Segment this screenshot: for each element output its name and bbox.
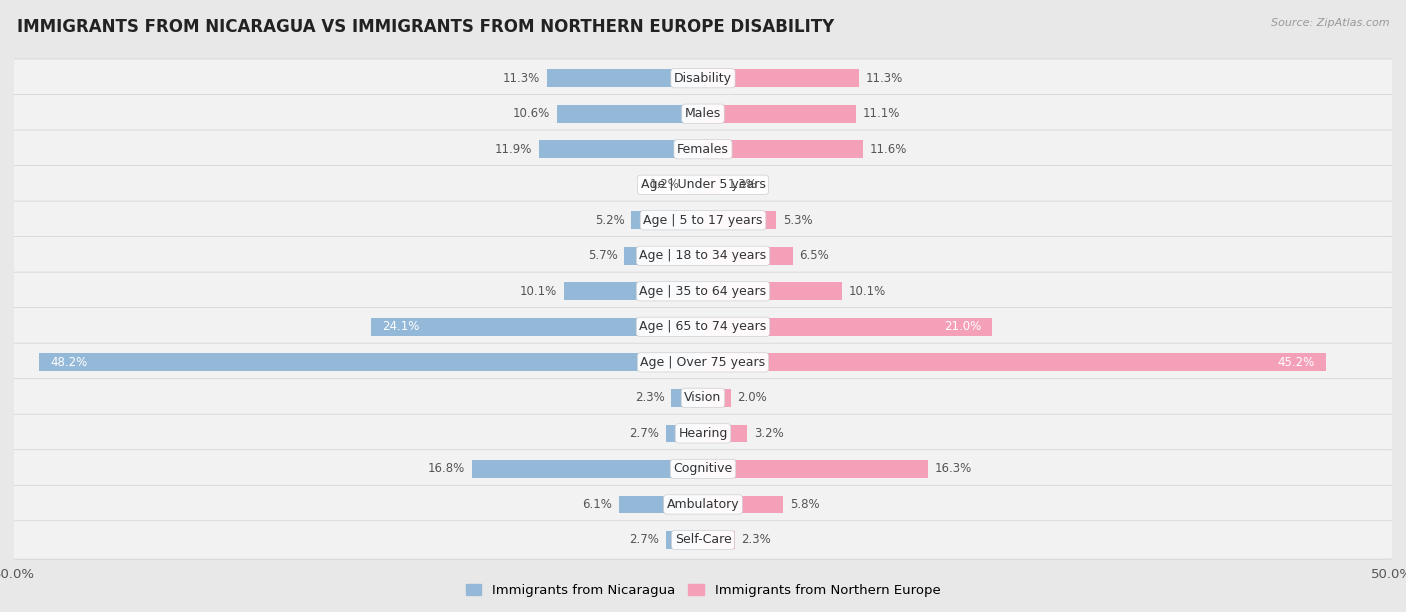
Text: Males: Males [685, 107, 721, 120]
Bar [557, 105, 703, 122]
Text: Age | 18 to 34 years: Age | 18 to 34 years [640, 249, 766, 263]
Text: 11.9%: 11.9% [495, 143, 531, 155]
Bar [703, 247, 793, 264]
FancyBboxPatch shape [13, 94, 1393, 133]
Bar [671, 389, 703, 407]
Text: 5.2%: 5.2% [595, 214, 624, 227]
Text: 24.1%: 24.1% [382, 320, 419, 334]
Bar [547, 69, 703, 87]
Text: 16.8%: 16.8% [427, 463, 464, 476]
Text: 6.5%: 6.5% [800, 249, 830, 263]
Bar [686, 176, 703, 193]
Bar [371, 318, 703, 336]
Text: Females: Females [678, 143, 728, 155]
Text: Cognitive: Cognitive [673, 463, 733, 476]
FancyBboxPatch shape [13, 379, 1393, 417]
Text: 10.1%: 10.1% [520, 285, 557, 298]
Text: 11.3%: 11.3% [503, 72, 540, 84]
Bar [703, 389, 731, 407]
Text: Age | 5 to 17 years: Age | 5 to 17 years [644, 214, 762, 227]
Text: 1.3%: 1.3% [728, 178, 758, 191]
Text: Hearing: Hearing [678, 427, 728, 440]
Bar [703, 425, 747, 442]
FancyBboxPatch shape [13, 414, 1393, 452]
Bar [538, 140, 703, 158]
FancyBboxPatch shape [13, 166, 1393, 204]
Text: Disability: Disability [673, 72, 733, 84]
Bar [564, 282, 703, 300]
Text: Ambulatory: Ambulatory [666, 498, 740, 511]
FancyBboxPatch shape [13, 343, 1393, 381]
Text: 10.1%: 10.1% [849, 285, 886, 298]
Bar [666, 531, 703, 549]
Text: 2.7%: 2.7% [628, 534, 659, 547]
Bar [703, 460, 928, 478]
Text: Source: ZipAtlas.com: Source: ZipAtlas.com [1271, 18, 1389, 28]
Bar [39, 354, 703, 371]
Text: 6.1%: 6.1% [582, 498, 612, 511]
Text: 5.7%: 5.7% [588, 249, 617, 263]
Text: Self-Care: Self-Care [675, 534, 731, 547]
Text: 11.1%: 11.1% [863, 107, 900, 120]
Text: 2.3%: 2.3% [741, 534, 772, 547]
FancyBboxPatch shape [13, 450, 1393, 488]
Text: 45.2%: 45.2% [1278, 356, 1315, 369]
FancyBboxPatch shape [13, 272, 1393, 310]
Text: Age | Over 75 years: Age | Over 75 years [641, 356, 765, 369]
FancyBboxPatch shape [13, 130, 1393, 168]
Bar [703, 105, 856, 122]
Text: 5.8%: 5.8% [790, 498, 820, 511]
Legend: Immigrants from Nicaragua, Immigrants from Northern Europe: Immigrants from Nicaragua, Immigrants fr… [460, 578, 946, 602]
Text: Age | Under 5 years: Age | Under 5 years [641, 178, 765, 191]
Text: 16.3%: 16.3% [935, 463, 972, 476]
FancyBboxPatch shape [13, 237, 1393, 275]
Text: 21.0%: 21.0% [943, 320, 981, 334]
Text: 3.2%: 3.2% [754, 427, 783, 440]
Bar [703, 282, 842, 300]
Text: IMMIGRANTS FROM NICARAGUA VS IMMIGRANTS FROM NORTHERN EUROPE DISABILITY: IMMIGRANTS FROM NICARAGUA VS IMMIGRANTS … [17, 18, 834, 36]
Text: 10.6%: 10.6% [513, 107, 550, 120]
FancyBboxPatch shape [13, 521, 1393, 559]
Bar [703, 140, 863, 158]
Bar [631, 211, 703, 229]
Text: 11.3%: 11.3% [866, 72, 903, 84]
Bar [703, 211, 776, 229]
FancyBboxPatch shape [13, 201, 1393, 239]
Bar [703, 354, 1326, 371]
Text: 11.6%: 11.6% [870, 143, 907, 155]
FancyBboxPatch shape [13, 485, 1393, 524]
Text: Age | 35 to 64 years: Age | 35 to 64 years [640, 285, 766, 298]
Text: 5.3%: 5.3% [783, 214, 813, 227]
FancyBboxPatch shape [13, 308, 1393, 346]
Text: 1.2%: 1.2% [650, 178, 679, 191]
Bar [624, 247, 703, 264]
Bar [666, 425, 703, 442]
Bar [471, 460, 703, 478]
Text: 48.2%: 48.2% [49, 356, 87, 369]
FancyBboxPatch shape [13, 59, 1393, 97]
Bar [703, 176, 721, 193]
Bar [703, 531, 735, 549]
Text: 2.0%: 2.0% [738, 391, 768, 405]
Text: Age | 65 to 74 years: Age | 65 to 74 years [640, 320, 766, 334]
Text: Vision: Vision [685, 391, 721, 405]
Bar [619, 496, 703, 513]
Text: 2.3%: 2.3% [634, 391, 665, 405]
Bar [703, 69, 859, 87]
Bar [703, 318, 993, 336]
Bar [703, 496, 783, 513]
Text: 2.7%: 2.7% [628, 427, 659, 440]
